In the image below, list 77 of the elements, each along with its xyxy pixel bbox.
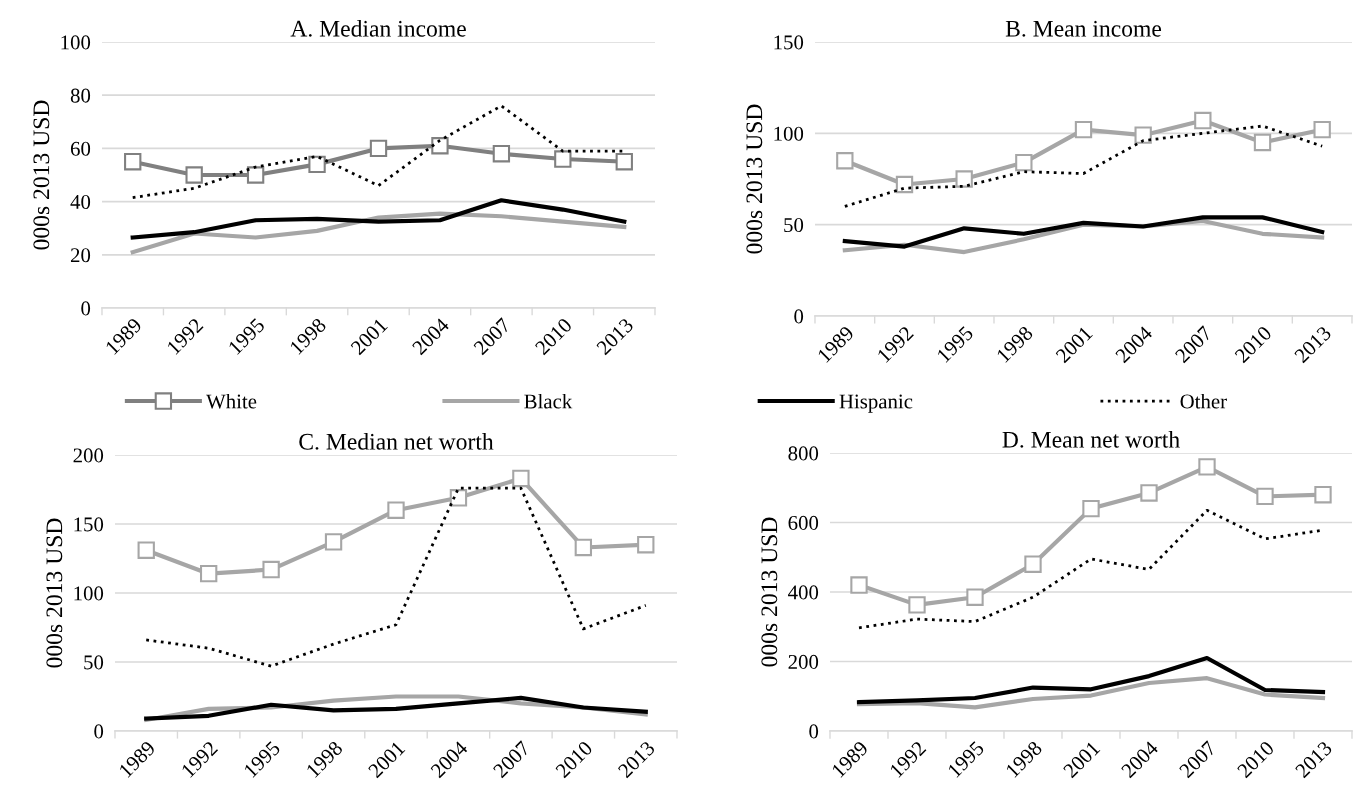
- point: [1313, 121, 1331, 139]
- point: [895, 175, 914, 194]
- y-tick-label: 100: [774, 126, 804, 141]
- chart-title: B. Mean income: [1005, 20, 1162, 37]
- line-series: [842, 215, 1325, 249]
- y-tick-label: 200: [73, 448, 104, 463]
- point: [369, 139, 388, 158]
- y-tick-label: 50: [784, 218, 804, 233]
- point: [615, 153, 633, 171]
- point: [1194, 111, 1212, 130]
- point: [554, 150, 572, 168]
- point: [1024, 555, 1042, 573]
- point: [1015, 153, 1033, 172]
- point: [492, 145, 511, 163]
- y-tick-label: 40: [70, 194, 91, 210]
- x-tick-label: 2001: [1062, 740, 1101, 779]
- point: [836, 152, 854, 170]
- y-axis-title: 000s 2013 USD: [761, 517, 778, 667]
- point: [308, 155, 326, 174]
- point: [199, 565, 218, 583]
- y-tick-label: 0: [81, 301, 91, 316]
- point: [262, 560, 280, 579]
- point: [1082, 499, 1100, 518]
- point: [324, 533, 343, 551]
- y-tick-label: 400: [788, 585, 819, 600]
- line-series: [130, 198, 627, 240]
- y-tick-label: 60: [70, 141, 91, 156]
- y-tick-label: 50: [84, 655, 104, 670]
- x-tick-label: 2001: [350, 317, 388, 356]
- y-tick-label: 600: [788, 515, 819, 530]
- y-axis-title: 000s 2013 USD: [746, 104, 763, 254]
- y-tick-label: 0: [794, 309, 804, 324]
- point: [966, 588, 984, 606]
- point: [185, 166, 203, 184]
- point: [1256, 487, 1274, 506]
- line-series: [856, 676, 1326, 710]
- x-tick-label: 2001: [1055, 325, 1093, 364]
- point: [850, 576, 868, 594]
- y-tick-label: 0: [809, 724, 819, 739]
- y-tick-label: 800: [788, 446, 819, 461]
- point: [1314, 486, 1332, 504]
- legend-label: Black: [524, 393, 573, 409]
- line-series: [843, 124, 1324, 208]
- y-tick-label: 80: [70, 88, 91, 103]
- line-series: [856, 655, 1326, 705]
- point: [955, 170, 973, 188]
- y-tick-label: 200: [788, 654, 819, 669]
- y-tick-label: 150: [774, 35, 804, 50]
- legend-label: White: [206, 393, 257, 409]
- x-tick-label: 2001: [367, 740, 406, 779]
- line-series: [130, 211, 627, 255]
- legend-label: Hispanic: [839, 394, 913, 413]
- chart-title: A. Median income: [290, 20, 466, 37]
- point: [574, 538, 593, 557]
- point: [431, 137, 449, 155]
- point: [387, 501, 405, 519]
- point: [1140, 484, 1158, 502]
- chart-title: C. Median net worth: [299, 433, 494, 450]
- point: [1253, 133, 1272, 152]
- legend-label: Other: [1180, 393, 1227, 409]
- y-axis-title: 000s 2013 USD: [33, 100, 50, 250]
- chart-title: D. Mean net worth: [1002, 431, 1180, 448]
- y-tick-label: 100: [74, 586, 104, 601]
- y-tick-label: 0: [94, 724, 104, 739]
- point: [246, 166, 265, 184]
- point: [637, 536, 655, 554]
- y-axis-title: 000s 2013 USD: [46, 518, 63, 668]
- point: [1198, 458, 1216, 476]
- y-tick-label: 150: [74, 517, 104, 532]
- point: [908, 596, 926, 614]
- point: [1134, 126, 1152, 144]
- y-tick-label: 100: [61, 35, 91, 50]
- point: [137, 541, 155, 559]
- y-tick-label: 20: [70, 248, 91, 263]
- point: [1074, 121, 1093, 139]
- point: [512, 469, 530, 488]
- point: [124, 153, 142, 171]
